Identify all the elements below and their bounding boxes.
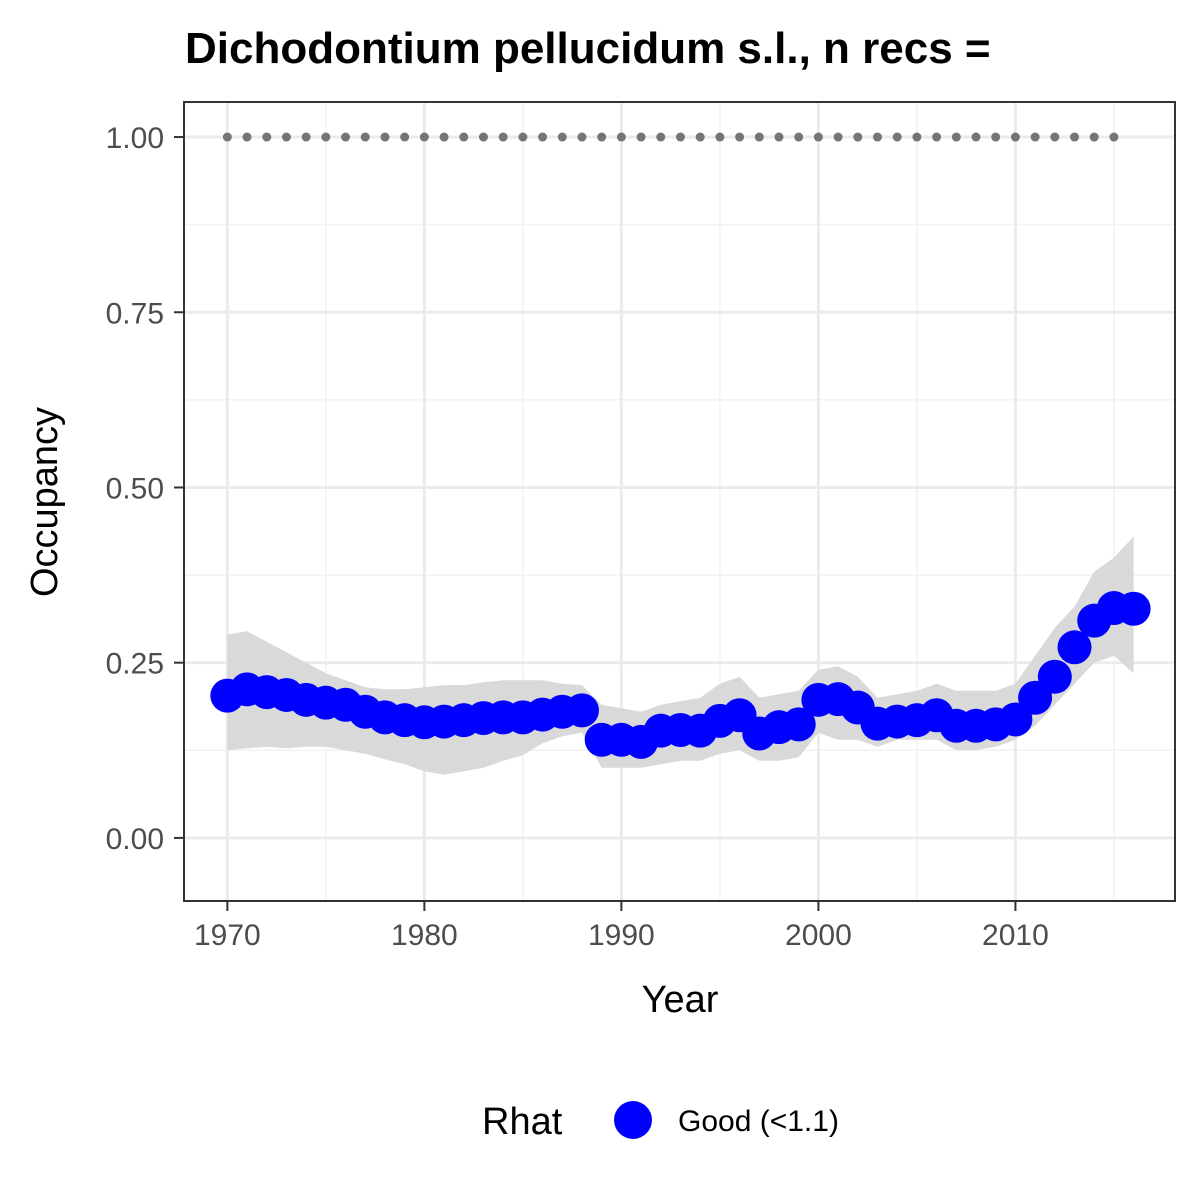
reference-dots <box>222 132 1119 142</box>
occupancy-points <box>210 591 1151 759</box>
reference-dot <box>538 132 548 142</box>
reference-dot <box>951 132 961 142</box>
reference-dot <box>281 132 291 142</box>
x-tick-label: 2000 <box>785 919 852 952</box>
data-point <box>998 702 1033 737</box>
reference-dot <box>262 132 272 142</box>
reference-dot <box>873 132 883 142</box>
reference-dot <box>636 132 646 142</box>
reference-dot <box>853 132 863 142</box>
reference-dot <box>1109 132 1119 142</box>
reference-dot <box>932 132 942 142</box>
reference-dot <box>616 132 626 142</box>
reference-dot <box>242 132 252 142</box>
panel-border <box>183 101 1176 902</box>
reference-dot <box>813 132 823 142</box>
legend: Rhat Good (<1.1) <box>482 1101 839 1143</box>
x-tick-label: 1990 <box>588 919 655 952</box>
reference-dot <box>597 132 607 142</box>
x-tick-label: 2010 <box>982 919 1049 952</box>
reference-dot <box>1030 132 1040 142</box>
reference-dot <box>735 132 745 142</box>
reference-dot <box>971 132 981 142</box>
y-tick-label: 0.25 <box>106 648 164 681</box>
y-axis-title: Occupancy <box>24 407 66 597</box>
reference-dot <box>754 132 764 142</box>
reference-dot <box>498 132 508 142</box>
reference-dot <box>1050 132 1060 142</box>
data-point <box>781 707 816 742</box>
chart-title: Dichodontium pellucidum s.l., n recs = <box>185 24 991 73</box>
data-point <box>564 693 599 728</box>
y-tick-label: 0.50 <box>106 472 164 505</box>
data-point <box>1037 659 1072 694</box>
reference-dot <box>1089 132 1099 142</box>
reference-dot <box>360 132 370 142</box>
reference-dot <box>1070 132 1080 142</box>
reference-dot <box>341 132 351 142</box>
reference-dot <box>222 132 232 142</box>
reference-dot <box>518 132 528 142</box>
reference-dot <box>400 132 410 142</box>
x-axis: 1970 1980 1990 2000 2010 <box>194 901 1049 952</box>
reference-dot <box>675 132 685 142</box>
legend-label-good: Good (<1.1) <box>678 1105 839 1138</box>
legend-key-good <box>614 1101 652 1139</box>
y-axis: 0.00 0.25 0.50 0.75 1.00 <box>106 122 184 856</box>
reference-dot <box>1010 132 1020 142</box>
reference-dot <box>774 132 784 142</box>
reference-dot <box>380 132 390 142</box>
reference-dot <box>557 132 567 142</box>
data-point <box>1116 591 1151 626</box>
data-point <box>1057 630 1092 665</box>
reference-dot <box>695 132 705 142</box>
y-tick-label: 1.00 <box>106 122 164 155</box>
reference-dot <box>577 132 587 142</box>
y-tick-label: 0.75 <box>106 297 164 330</box>
y-tick-label: 0.00 <box>106 823 164 856</box>
reference-dot <box>459 132 469 142</box>
reference-dot <box>656 132 666 142</box>
reference-dot <box>321 132 331 142</box>
grid-lines <box>184 102 1175 901</box>
legend-title: Rhat <box>482 1101 563 1143</box>
reference-dot <box>794 132 804 142</box>
reference-dot <box>301 132 311 142</box>
reference-dot <box>439 132 449 142</box>
reference-dot <box>478 132 488 142</box>
x-tick-label: 1970 <box>194 919 261 952</box>
reference-dot <box>892 132 902 142</box>
x-axis-title: Year <box>642 979 719 1021</box>
reference-dot <box>833 132 843 142</box>
reference-dot <box>912 132 922 142</box>
reference-dot <box>991 132 1001 142</box>
reference-dot <box>715 132 725 142</box>
x-tick-label: 1980 <box>391 919 458 952</box>
reference-dot <box>419 132 429 142</box>
panel-background <box>184 102 1175 901</box>
